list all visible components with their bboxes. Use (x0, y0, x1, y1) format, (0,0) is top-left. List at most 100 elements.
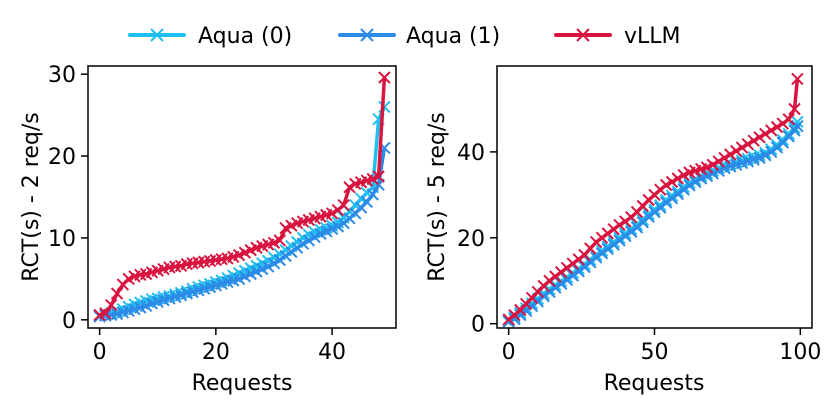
legend: Aqua (0) Aqua (1) vLLM (128, 24, 681, 49)
legend-label-vllm: vLLM (624, 24, 681, 49)
series-line-aqua-1 (99, 147, 387, 319)
data-point-vllm (378, 71, 391, 84)
data-point-vllm (560, 261, 574, 275)
data-point-vllm (706, 158, 720, 172)
data-point-aqua-1 (360, 195, 374, 209)
y-tick-label: 10 (48, 227, 76, 252)
legend-label-aqua-0: Aqua (0) (198, 24, 292, 49)
x-tick-label: 50 (641, 340, 669, 365)
data-point-vllm (753, 131, 766, 144)
x-tick-label: 0 (93, 340, 107, 365)
legend-label-aqua-1: Aqua (1) (406, 24, 500, 49)
legend-marker-vllm (576, 28, 590, 42)
data-point-aqua-1 (659, 196, 673, 209)
data-point-vllm (659, 178, 673, 192)
x-axis-label: Requests (604, 371, 705, 396)
data-point-aqua-1 (290, 241, 304, 255)
data-point-vllm (110, 287, 124, 300)
data-point-vllm (273, 234, 287, 247)
data-point-aqua-1 (764, 145, 778, 159)
data-point-aqua-1 (261, 260, 275, 273)
data-point-aqua-1 (648, 205, 661, 219)
data-point-vllm (735, 141, 749, 154)
legend-marker-aqua-0 (150, 28, 164, 42)
chart-right: 0 50 100 0 20 40 Requests RCT(s) - 5 req/s (425, 65, 821, 396)
data-point-vllm (788, 102, 801, 116)
data-point-aqua-1 (601, 242, 615, 256)
data-point-vllm (601, 227, 615, 240)
data-point-aqua-1 (366, 188, 380, 201)
data-point-aqua-1 (537, 289, 550, 303)
data-point-aqua-1 (759, 149, 772, 162)
legend-marker-aqua-1 (360, 28, 374, 42)
data-point-aqua-1 (683, 179, 696, 192)
data-point-aqua-1 (677, 183, 690, 196)
chart-left: 0 20 40 0 10 20 30 Requests RCT(s) - 2 req/s (19, 63, 397, 396)
x-tick-label: 0 (502, 340, 516, 365)
axes-frame (87, 65, 397, 329)
data-point-aqua-1 (279, 249, 292, 263)
data-point-vllm (595, 231, 609, 245)
legend-entry-aqua-0: Aqua (0) (128, 24, 292, 49)
data-point-aqua-0 (791, 115, 804, 129)
data-point-vllm (770, 120, 784, 134)
data-point-aqua-1 (273, 253, 287, 267)
y-tick-label: 30 (48, 63, 76, 88)
data-point-vllm (712, 155, 725, 168)
data-point-aqua-1 (566, 269, 580, 282)
y-axis-label: RCT(s) - 2 req/s (19, 112, 44, 281)
y-axis-label: RCT(s) - 5 req/s (425, 112, 450, 281)
data-point-vllm (566, 257, 580, 270)
data-point-aqua-1 (619, 229, 632, 243)
data-point-aqua-1 (607, 238, 620, 251)
data-point-aqua-1 (296, 237, 310, 250)
x-tick-label: 20 (202, 340, 230, 365)
x-tick-label: 100 (779, 340, 821, 365)
data-point-vllm (607, 222, 620, 236)
data-point-vllm (729, 144, 743, 158)
data-point-aqua-1 (572, 265, 585, 278)
data-point-aqua-1 (624, 225, 638, 239)
data-point-aqua-1 (560, 273, 574, 287)
legend-entry-aqua-1: Aqua (1) (338, 24, 500, 49)
data-point-vllm (776, 117, 790, 130)
data-point-vllm (589, 235, 603, 249)
data-point-aqua-1 (308, 230, 321, 244)
data-point-aqua-1 (613, 234, 626, 247)
data-point-aqua-1 (589, 251, 603, 264)
y-tick-label: 20 (457, 227, 485, 252)
data-point-vllm (554, 265, 568, 279)
data-point-vllm (665, 175, 679, 189)
data-point-vllm (791, 72, 804, 86)
data-point-aqua-1 (302, 234, 316, 247)
series-line-aqua-0 (99, 106, 386, 318)
data-point-vllm (337, 198, 350, 212)
data-point-vllm (543, 274, 556, 288)
data-point-aqua-1 (285, 245, 298, 259)
y-tick-label: 20 (48, 145, 76, 170)
data-point-vllm (502, 313, 515, 326)
data-point-vllm (782, 113, 795, 126)
data-point-aqua-1 (791, 119, 804, 133)
data-point-vllm (619, 215, 632, 228)
x-tick-label: 40 (318, 340, 346, 365)
y-tick-label: 0 (471, 313, 485, 338)
data-point-vllm (741, 137, 755, 151)
data-point-vllm (572, 253, 585, 266)
data-point-vllm (724, 148, 737, 161)
data-point-vllm (325, 207, 339, 220)
data-point-vllm (759, 127, 772, 141)
data-point-vllm (671, 172, 685, 185)
data-point-aqua-1 (595, 247, 609, 260)
data-point-vllm (99, 307, 112, 320)
data-point-vllm (549, 270, 562, 283)
data-point-aqua-1 (331, 220, 345, 233)
data-point-aqua-1 (689, 175, 702, 189)
y-tick-label: 0 (62, 309, 76, 334)
data-point-vllm (613, 218, 626, 232)
data-point-vllm (718, 151, 731, 165)
data-point-vllm (343, 180, 356, 194)
y-tick-label: 40 (457, 141, 485, 166)
x-axis-label: Requests (192, 371, 293, 396)
